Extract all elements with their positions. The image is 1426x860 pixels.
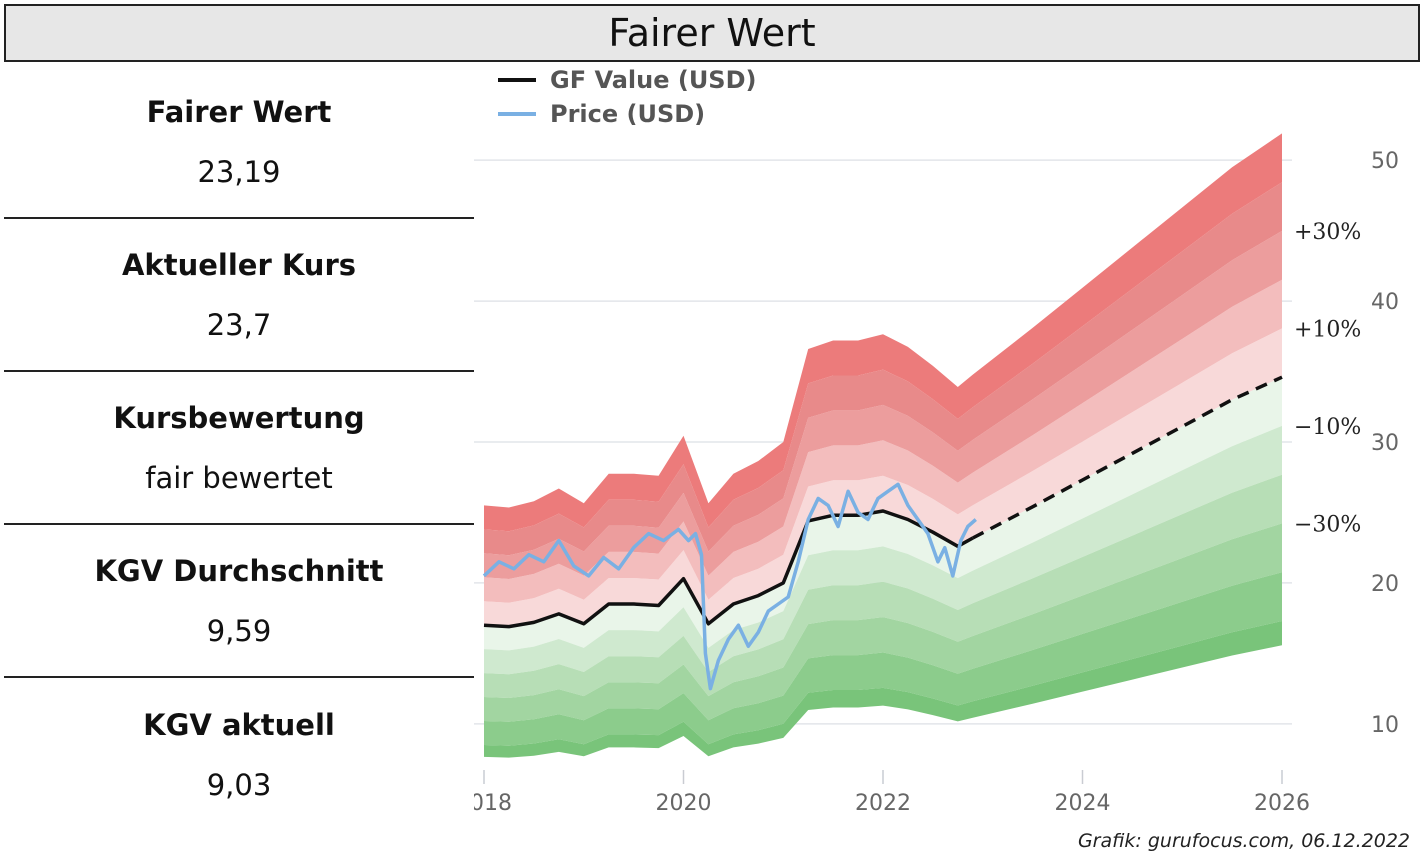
metric-label: KGV aktuell <box>143 707 335 742</box>
x-tick-label: 2024 <box>1055 791 1111 816</box>
metric-fair-value: Fairer Wert 23,19 <box>4 66 474 219</box>
metric-valuation: Kursbewertung fair bewertet <box>4 372 474 525</box>
gf-value-chart: 2018 2020 2022 2024 2026 10 20 30 40 50 +30% +10% −1… <box>474 66 1399 816</box>
valuation-band <box>484 474 1282 698</box>
valuation-band <box>484 230 1282 579</box>
page-title: Fairer Wert <box>4 4 1420 62</box>
x-tick-label: 2022 <box>855 791 911 816</box>
valuation-band <box>484 328 1282 627</box>
valuation-band <box>484 621 1282 758</box>
price-line <box>482 482 977 691</box>
metrics-panel: Fairer Wert 23,19 Aktueller Kurs 23,7 Ku… <box>4 66 474 831</box>
valuation-band <box>484 523 1282 722</box>
source-caption: Grafik: gurufocus.com, 06.12.2022 <box>1077 830 1410 852</box>
y-tick-label: 30 <box>1371 431 1399 456</box>
legend-label-price: Price (USD) <box>550 100 705 128</box>
valuation-band <box>484 279 1282 603</box>
valuation-band <box>484 572 1282 746</box>
valuation-band <box>484 425 1282 675</box>
metric-value: 23,19 <box>197 154 281 189</box>
metric-value: 9,03 <box>206 767 272 802</box>
y-tick-label: 50 <box>1371 149 1399 174</box>
metric-label: Kursbewertung <box>113 400 365 435</box>
metric-pe-current: KGV aktuell 9,03 <box>4 678 474 831</box>
band-label: +10% <box>1294 317 1361 342</box>
x-tick-label: 2026 <box>1254 791 1310 816</box>
valuation-band <box>484 182 1282 556</box>
y-tick-label: 40 <box>1371 290 1399 315</box>
band-label: −10% <box>1294 415 1361 440</box>
x-tick-label: 2020 <box>656 791 712 816</box>
y-tick-label: 10 <box>1371 713 1399 738</box>
metric-pe-average: KGV Durchschnitt 9,59 <box>4 525 474 678</box>
band-label: −30% <box>1294 512 1361 537</box>
x-tick-label: 2018 <box>474 791 512 816</box>
legend-label-gf-value: GF Value (USD) <box>550 66 756 94</box>
metric-label: Fairer Wert <box>146 94 332 129</box>
metric-value: 23,7 <box>206 307 272 342</box>
metric-label: Aktueller Kurs <box>121 247 357 282</box>
metric-current-price: Aktueller Kurs 23,7 <box>4 219 474 372</box>
metric-label: KGV Durchschnitt <box>94 553 384 588</box>
gf-value-projection-line <box>971 375 1283 540</box>
band-label: +30% <box>1294 220 1361 245</box>
metric-value: 9,59 <box>206 613 272 648</box>
y-tick-label: 20 <box>1371 572 1399 597</box>
metric-value: fair bewertet <box>145 460 333 495</box>
valuation-band <box>484 133 1282 532</box>
gf-value-line <box>483 509 974 629</box>
